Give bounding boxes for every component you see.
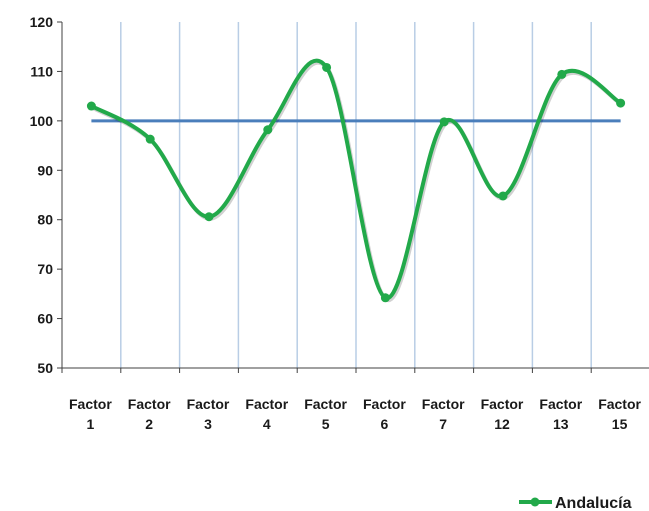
series-line-shadow xyxy=(91,60,624,302)
data-point-andalucia xyxy=(322,62,332,72)
y-tick-label: 80 xyxy=(37,212,53,228)
x-tick-label-line: Factor xyxy=(304,396,347,412)
x-tick-label-line: Factor xyxy=(128,396,171,412)
x-tick-label-line: 3 xyxy=(204,416,212,432)
y-tick-label: 110 xyxy=(30,63,53,79)
x-tick-label: Factor 5 xyxy=(304,396,347,432)
x-tick-label-line: 15 xyxy=(612,416,628,432)
x-tick-label: Factor 15 xyxy=(598,396,641,432)
x-tick-label: Factor 3 xyxy=(187,396,230,432)
data-point-andalucia xyxy=(498,191,508,201)
y-tick-label: 70 xyxy=(37,261,53,277)
x-tick-label: Factor 13 xyxy=(539,396,582,432)
x-tick-label-line: Factor xyxy=(69,396,112,412)
series-line-andalucia xyxy=(90,58,622,300)
legend-label-andalucia: Andalucía xyxy=(555,495,632,511)
data-point-andalucia xyxy=(263,125,273,135)
x-tick-label-line: 12 xyxy=(494,416,510,432)
data-point-andalucia xyxy=(204,212,214,222)
x-tick-label-line: Factor xyxy=(363,396,406,412)
x-tick-label-line: 13 xyxy=(553,416,569,432)
y-tick-label: 100 xyxy=(30,113,54,129)
x-tick-label-line: 7 xyxy=(439,416,447,432)
x-tick-label-line: Factor xyxy=(187,396,230,412)
x-tick-label-line: Factor xyxy=(539,396,582,412)
data-point-andalucia xyxy=(86,101,96,111)
data-point-andalucia xyxy=(557,69,567,79)
data-point-andalucia xyxy=(439,117,449,127)
x-tick-label-line: Factor xyxy=(245,396,288,412)
x-tick-label: Factor 4 xyxy=(245,396,288,432)
x-tick-label-line: 5 xyxy=(322,416,330,432)
legend-marker-andalucia xyxy=(530,497,540,507)
x-tick-label-line: 2 xyxy=(145,416,153,432)
x-tick-label: Factor 7 xyxy=(422,396,465,432)
x-tick-label-line: Factor xyxy=(422,396,465,412)
legend: Andalucía xyxy=(519,495,632,511)
y-tick-label: 90 xyxy=(37,162,53,178)
axes xyxy=(57,21,649,373)
data-point-andalucia xyxy=(380,293,390,303)
x-tick-label-line: 6 xyxy=(381,416,389,432)
data-point-andalucia xyxy=(616,98,626,108)
y-tick-label: 60 xyxy=(37,311,53,327)
x-tick-label: Factor 1 xyxy=(69,396,112,432)
x-tick-label-line: Factor xyxy=(481,396,524,412)
data-series xyxy=(86,58,626,303)
y-axis-tick-labels: 50 60 70 80 90 100 110 120 xyxy=(30,14,54,376)
x-tick-label-line: Factor xyxy=(598,396,641,412)
y-tick-label: 120 xyxy=(30,14,54,30)
x-tick-label: Factor 2 xyxy=(128,396,171,432)
y-tick-label: 50 xyxy=(37,360,53,376)
x-tick-label: Factor 12 xyxy=(481,396,524,432)
x-tick-label-line: 4 xyxy=(263,416,271,432)
data-point-andalucia xyxy=(145,134,155,144)
x-tick-label: Factor 6 xyxy=(363,396,406,432)
x-tick-label-line: 1 xyxy=(87,416,95,432)
